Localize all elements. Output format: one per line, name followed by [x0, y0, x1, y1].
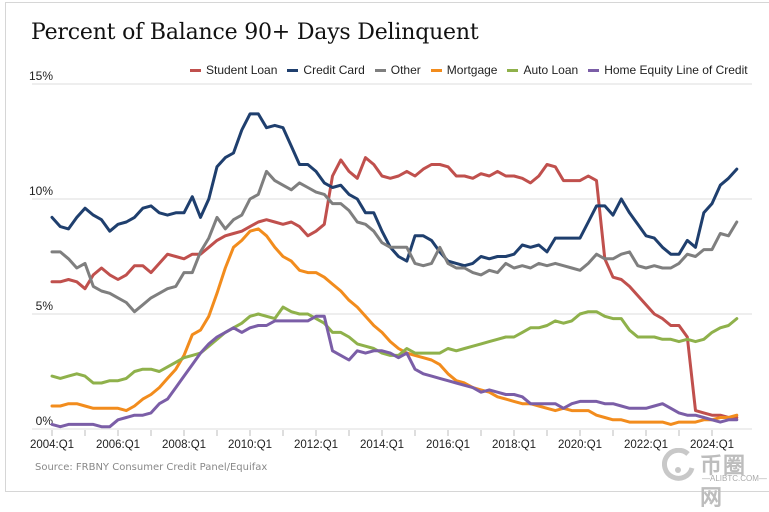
legend-swatch-icon	[430, 68, 442, 72]
x-tick-label: 2010:Q1	[228, 439, 272, 451]
y-tick-label: 5%	[36, 299, 54, 313]
x-tick-label: 2022:Q1	[624, 439, 668, 451]
chart-legend: Student Loan Credit Card Other Mortgage Auto…	[190, 63, 748, 77]
x-tick-label: 2006:Q1	[96, 439, 140, 451]
legend-swatch-icon	[190, 68, 201, 72]
x-tick-label: 2012:Q1	[294, 439, 338, 451]
watermark-logo-icon	[662, 448, 695, 481]
x-tick-label: 2018:Q1	[492, 439, 536, 451]
y-axis-labels: 0% 5% 10% 15%	[29, 69, 53, 428]
y-tick-label: 10%	[29, 184, 53, 198]
x-tick-label: 2014:Q1	[360, 439, 404, 451]
series-line-credit-card	[50, 112, 739, 268]
y-tick-label: 0%	[36, 414, 54, 428]
x-tick-label: 2020:Q1	[558, 439, 602, 451]
x-tick-label: 2004:Q1	[30, 439, 74, 451]
legend-swatch-icon	[287, 68, 299, 72]
legend-swatch-icon	[507, 68, 519, 72]
gridlines	[32, 83, 752, 430]
legend-swatch-icon	[588, 68, 600, 72]
legend-label: Mortgage	[446, 63, 498, 77]
legend-swatch-icon	[374, 68, 386, 72]
series-line-student-loan	[50, 156, 739, 419]
y-tick-label: 15%	[29, 69, 53, 83]
legend-item-auto-loan[interactable]: Auto Loan	[507, 63, 578, 77]
legend-item-home-equity-line-of-credit[interactable]: Home Equity Line of Credit	[588, 63, 748, 77]
legend-item-student-loan[interactable]: Student Loan	[190, 63, 277, 77]
x-axis: 2004:Q1 2006:Q1 2008:Q1 2010:Q1 2012:Q1 2014:…	[30, 430, 734, 451]
series-line-other	[50, 169, 739, 314]
chart-title: Percent of Balance 90+ Days Delinquent	[31, 20, 479, 45]
legend-label: Student Loan	[206, 63, 278, 77]
legend-label: Other	[390, 63, 421, 77]
series-line-home-equity-line-of-credit	[50, 314, 739, 429]
watermark: 币圈网 —ALIBTC.COM—	[662, 448, 767, 511]
x-tick-label: 2008:Q1	[162, 439, 206, 451]
legend-label: Credit Card	[303, 63, 365, 77]
series-lines	[50, 112, 739, 429]
legend-label: Home Equity Line of Credit	[604, 63, 748, 77]
legend-label: Auto Loan	[523, 63, 579, 77]
series-line-mortgage	[50, 227, 739, 426]
watermark-url: —ALIBTC.COM—	[702, 474, 767, 483]
legend-item-mortgage[interactable]: Mortgage	[430, 63, 498, 77]
line-chart: 0%5%10%15% 2004:Q1 2006:Q1 2008:Q1 2010:Q1 2…	[29, 69, 752, 451]
legend-item-other[interactable]: Other	[374, 63, 421, 77]
x-tick-label: 2016:Q1	[426, 439, 470, 451]
legend-item-credit-card[interactable]: Credit Card	[287, 63, 365, 77]
source-note: Source: FRBNY Consumer Credit Panel/Equi…	[35, 462, 268, 473]
x-tick-label: 2024:Q1	[690, 439, 734, 451]
